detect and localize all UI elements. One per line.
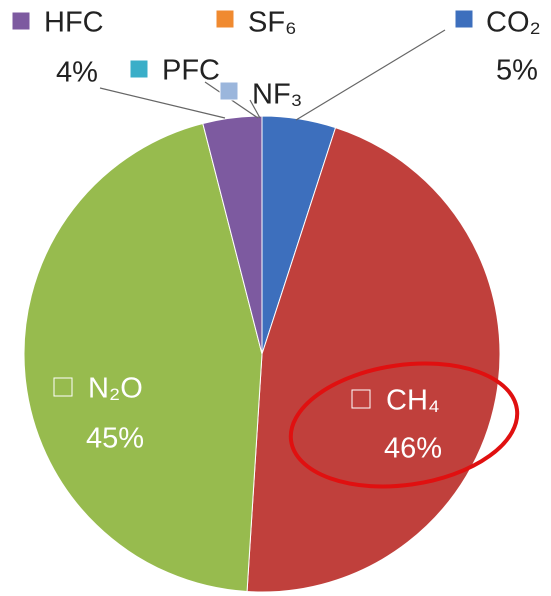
- legend-marker: [454, 9, 474, 29]
- pie-slice: [246, 127, 501, 593]
- slice-label: CH₄: [386, 385, 440, 417]
- pie: [23, 115, 501, 593]
- value-label: 45%: [86, 423, 144, 455]
- leader-line: [295, 29, 446, 121]
- legend-marker: [215, 9, 235, 29]
- legend-marker: [53, 377, 73, 397]
- value-label: 5%: [496, 55, 538, 87]
- legend-marker: [351, 389, 371, 409]
- legend-marker: [129, 59, 149, 79]
- highlight-ellipse: [288, 361, 520, 489]
- value-label: 46%: [384, 433, 442, 465]
- slice-label: NF₃: [252, 79, 302, 111]
- legend-marker: [11, 11, 31, 31]
- leader-line: [99, 87, 226, 119]
- value-label: 4%: [56, 57, 98, 89]
- slice-label: HFC: [44, 7, 104, 39]
- slice-label: PFC: [162, 55, 220, 87]
- labels: CO₂ 5% CH₄ 46% N₂O 45% HFC 4% PFC SF₆ NF₃: [11, 7, 541, 465]
- legend-marker: [219, 81, 239, 101]
- pie-slice: [23, 122, 263, 593]
- leader-line: [249, 99, 261, 119]
- slice-label: SF₆: [248, 7, 297, 39]
- slice-label: CO₂: [486, 7, 541, 39]
- slice-label: N₂O: [88, 373, 143, 405]
